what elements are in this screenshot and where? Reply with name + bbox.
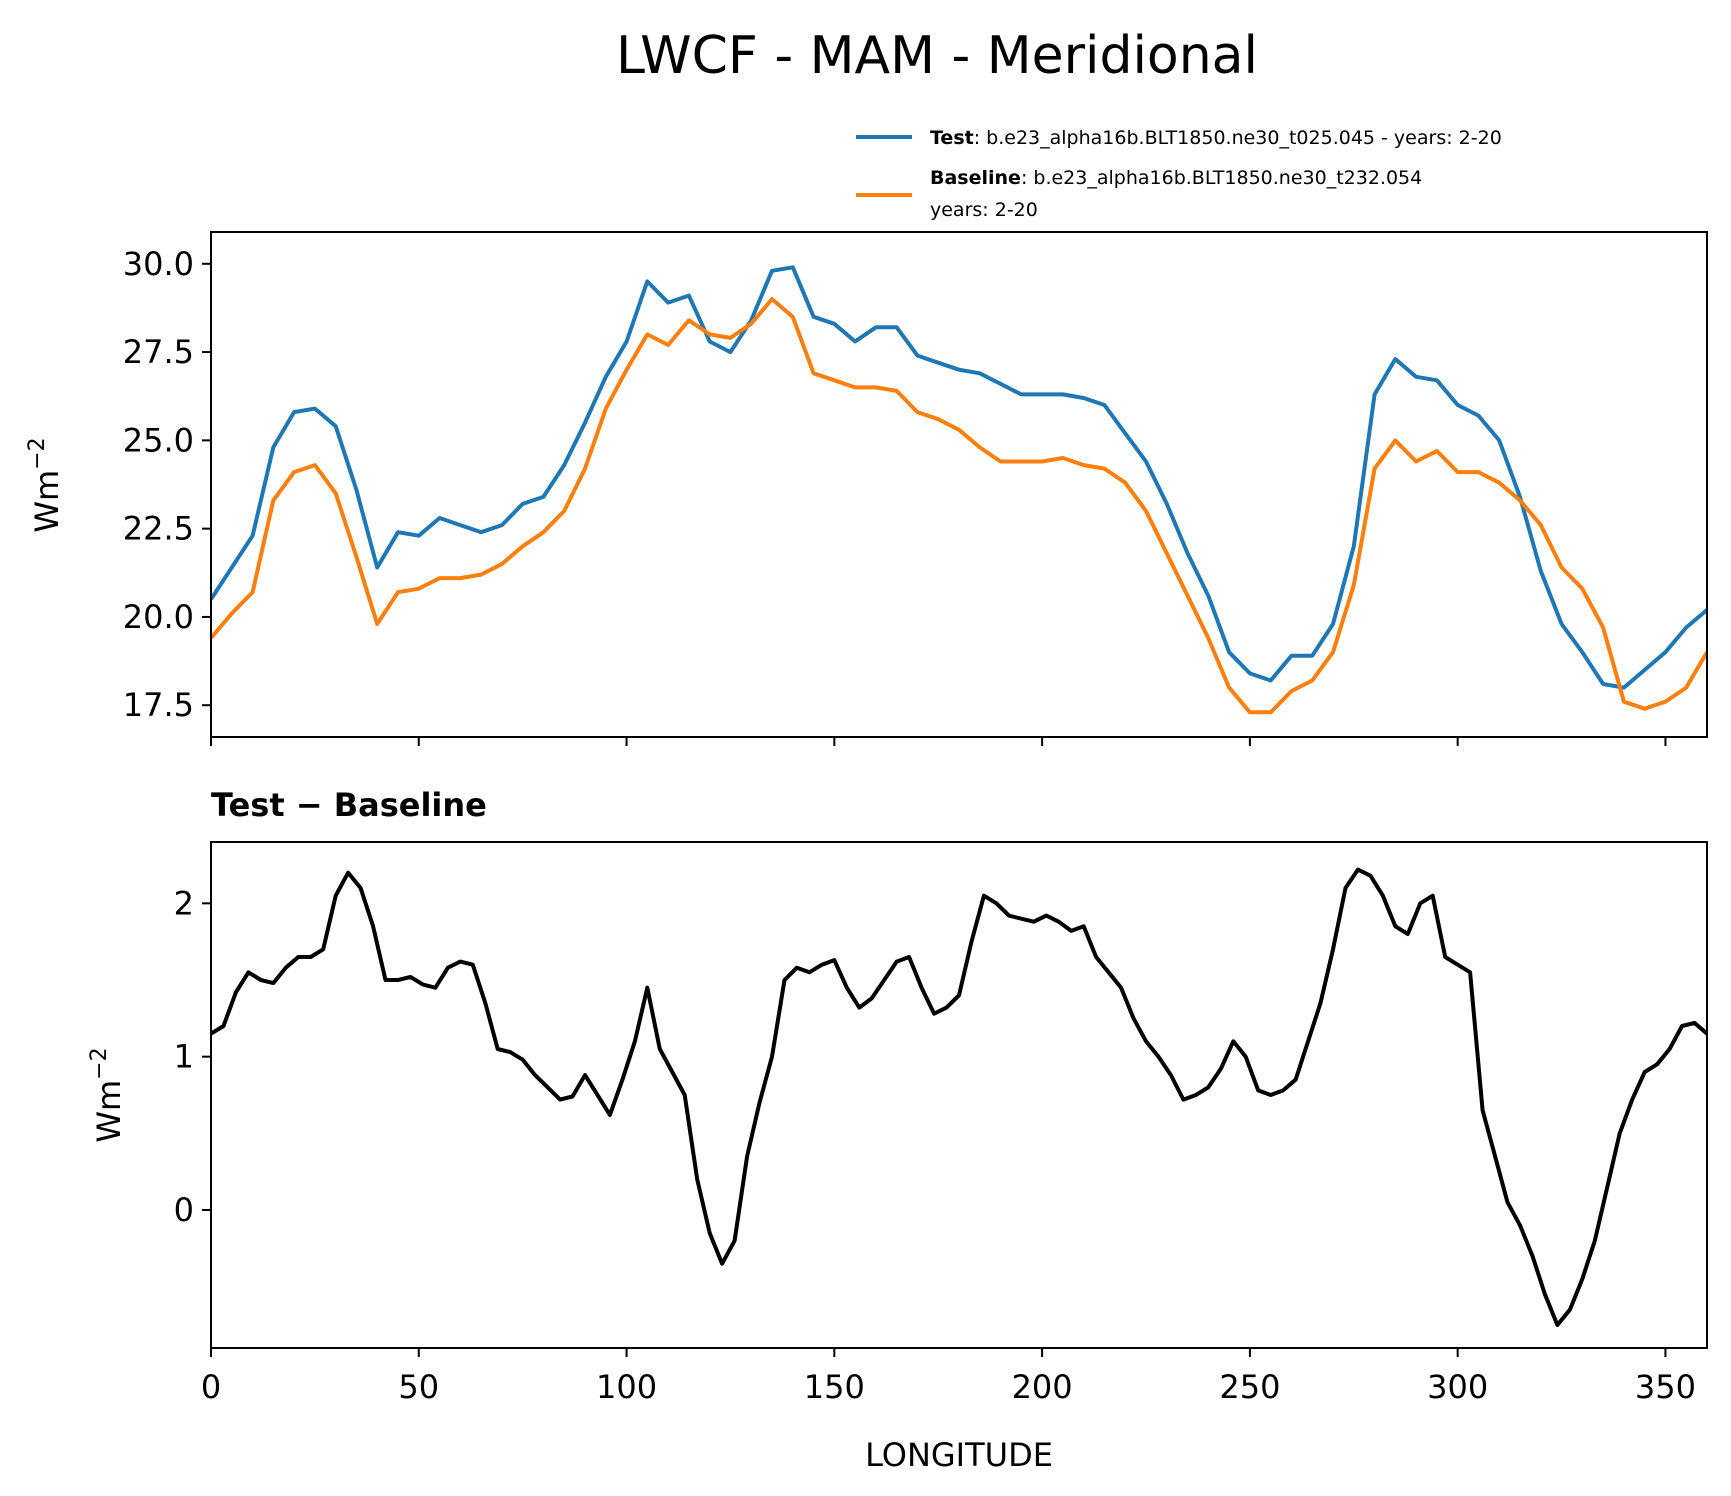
bottom-xtick-label: 250 [1219, 1368, 1280, 1406]
top-plot-frame [210, 231, 1708, 738]
bottom-panel-title: Test − Baseline [211, 786, 487, 824]
top-ytick-label: 20.0 [123, 598, 194, 636]
top-ytick-label: 30.0 [123, 245, 194, 283]
top-ytick-label: 22.5 [123, 510, 194, 548]
legend: Test: b.e23_alpha16b.BLT1850.ne30_t025.0… [856, 127, 1502, 221]
bottom-axis-ticks: 0 1 2 0 50 100 150 200 250 300 350 [174, 884, 1696, 1406]
legend-test-name: Test [930, 127, 974, 149]
top-ytick-label: 27.5 [123, 333, 194, 371]
x-axis-label: LONGITUDE [865, 1436, 1053, 1474]
top-ylabel-text: Wm [28, 470, 66, 533]
bottom-xtick-label: 200 [1012, 1368, 1073, 1406]
bottom-plot-lines [211, 867, 1707, 1327]
legend-baseline-years: years: 2-20 [930, 199, 1038, 221]
top-ylabel-sup: −2 [25, 437, 50, 469]
legend-test-desc: : b.e23_alpha16b.BLT1850.ne30_t025.045 -… [974, 127, 1502, 149]
bottom-series-line-test-baseline [211, 867, 1707, 1327]
top-panel: 17.5 20.0 22.5 25.0 27.5 30.0 Wm−2 [25, 231, 1708, 746]
bottom-xtick-label: 350 [1635, 1368, 1696, 1406]
bottom-xtick-label: 150 [804, 1368, 865, 1406]
bottom-xtick-label: 0 [201, 1368, 221, 1406]
top-ytick-label: 25.0 [123, 421, 194, 459]
legend-baseline-label: Baseline: b.e23_alpha16b.BLT1850.ne30_t2… [930, 167, 1422, 189]
bottom-ylabel-text: Wm [90, 1080, 128, 1143]
bottom-ytick-label: 2 [174, 884, 194, 922]
legend-baseline-desc: : b.e23_alpha16b.BLT1850.ne30_t232.054 [1021, 167, 1422, 189]
legend-test-label: Test: b.e23_alpha16b.BLT1850.ne30_t025.0… [930, 127, 1502, 149]
bottom-ylabel: Wm−2 [87, 1047, 128, 1142]
top-ytick-label: 17.5 [123, 686, 194, 724]
top-series-line-test [211, 265, 1707, 690]
top-plot-lines [211, 265, 1707, 715]
bottom-ylabel-sup: −2 [87, 1047, 112, 1079]
bottom-ytick-label: 1 [174, 1038, 194, 1076]
bottom-xtick-label: 300 [1427, 1368, 1488, 1406]
bottom-xtick-label: 50 [398, 1368, 439, 1406]
legend-baseline-name: Baseline [930, 167, 1021, 189]
top-ylabel: Wm−2 [25, 437, 66, 532]
top-series-line-baseline [211, 297, 1707, 715]
bottom-panel: Test − Baseline 0 1 2 0 50 100 150 200 250 300 350… [87, 786, 1708, 1474]
bottom-plot-frame [210, 841, 1708, 1349]
bottom-xtick-label: 100 [596, 1368, 657, 1406]
bottom-ytick-label: 0 [174, 1191, 194, 1229]
top-axis-ticks: 17.5 20.0 22.5 25.0 27.5 30.0 [123, 245, 1667, 746]
chart-title: LWCF - MAM - Meridional [616, 26, 1258, 86]
